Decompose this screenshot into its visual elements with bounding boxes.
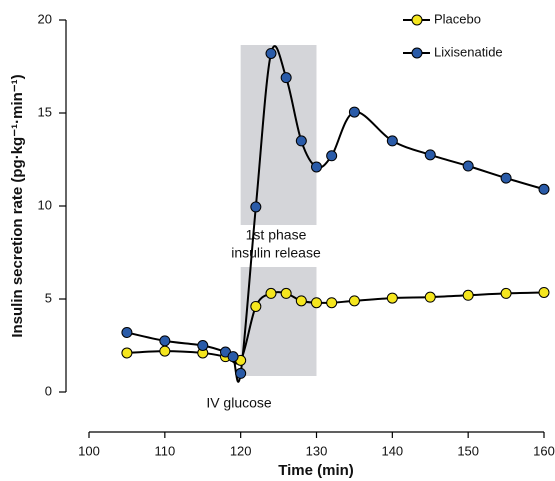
x-tick-label: 150 xyxy=(457,443,479,458)
annotation: 1st phase xyxy=(246,227,307,243)
data-point xyxy=(159,345,171,357)
legend-label: Lixisenatide xyxy=(434,44,503,59)
data-point xyxy=(280,287,292,299)
data-point xyxy=(348,295,360,307)
data-point xyxy=(197,340,209,351)
y-tick-label: 15 xyxy=(38,104,52,119)
x-tick-label: 110 xyxy=(154,443,175,458)
data-point xyxy=(500,287,512,299)
data-point xyxy=(250,300,262,312)
x-tick-label: 130 xyxy=(306,443,328,458)
data-point xyxy=(265,287,277,299)
data-point xyxy=(159,335,171,347)
data-point xyxy=(424,291,436,303)
annotation: insulin release xyxy=(231,245,321,261)
x-tick-label: 120 xyxy=(230,443,252,458)
y-tick-label: 10 xyxy=(38,197,52,212)
data-point xyxy=(500,172,512,184)
data-point xyxy=(348,106,360,118)
x-tick-label: 160 xyxy=(533,443,555,458)
x-tick-label: 100 xyxy=(78,443,100,458)
data-point xyxy=(326,150,338,162)
data-point xyxy=(538,183,550,195)
data-point xyxy=(462,289,474,301)
data-point xyxy=(265,47,277,59)
y-tick-label: 20 xyxy=(38,11,52,26)
data-point xyxy=(235,367,247,379)
legend-label: Placebo xyxy=(434,11,481,26)
y-tick-label: 0 xyxy=(45,383,52,398)
data-point xyxy=(121,347,133,359)
data-point xyxy=(280,72,292,84)
data-point xyxy=(424,149,436,161)
x-axis-label: Time (min) xyxy=(278,462,354,479)
highlight-band xyxy=(240,267,317,376)
data-point xyxy=(386,292,398,304)
highlight-band xyxy=(240,45,317,225)
x-tick-label: 140 xyxy=(381,443,403,458)
data-point xyxy=(386,135,398,147)
legend-marker xyxy=(411,47,423,59)
data-point xyxy=(250,201,262,213)
annotation: IV glucose xyxy=(206,395,272,411)
series-line xyxy=(126,45,545,383)
y-tick-label: 5 xyxy=(45,290,52,305)
legend-marker xyxy=(411,14,423,26)
data-point xyxy=(295,295,307,307)
data-point xyxy=(121,326,133,338)
data-point xyxy=(462,160,474,172)
data-point xyxy=(311,161,322,173)
data-point xyxy=(227,351,239,363)
y-axis-label: Insulin secretion rate (pg·kg⁻¹·min⁻¹) xyxy=(9,74,26,337)
data-point xyxy=(295,135,307,147)
data-point xyxy=(538,286,550,298)
data-point xyxy=(311,297,322,309)
data-point xyxy=(326,297,338,309)
